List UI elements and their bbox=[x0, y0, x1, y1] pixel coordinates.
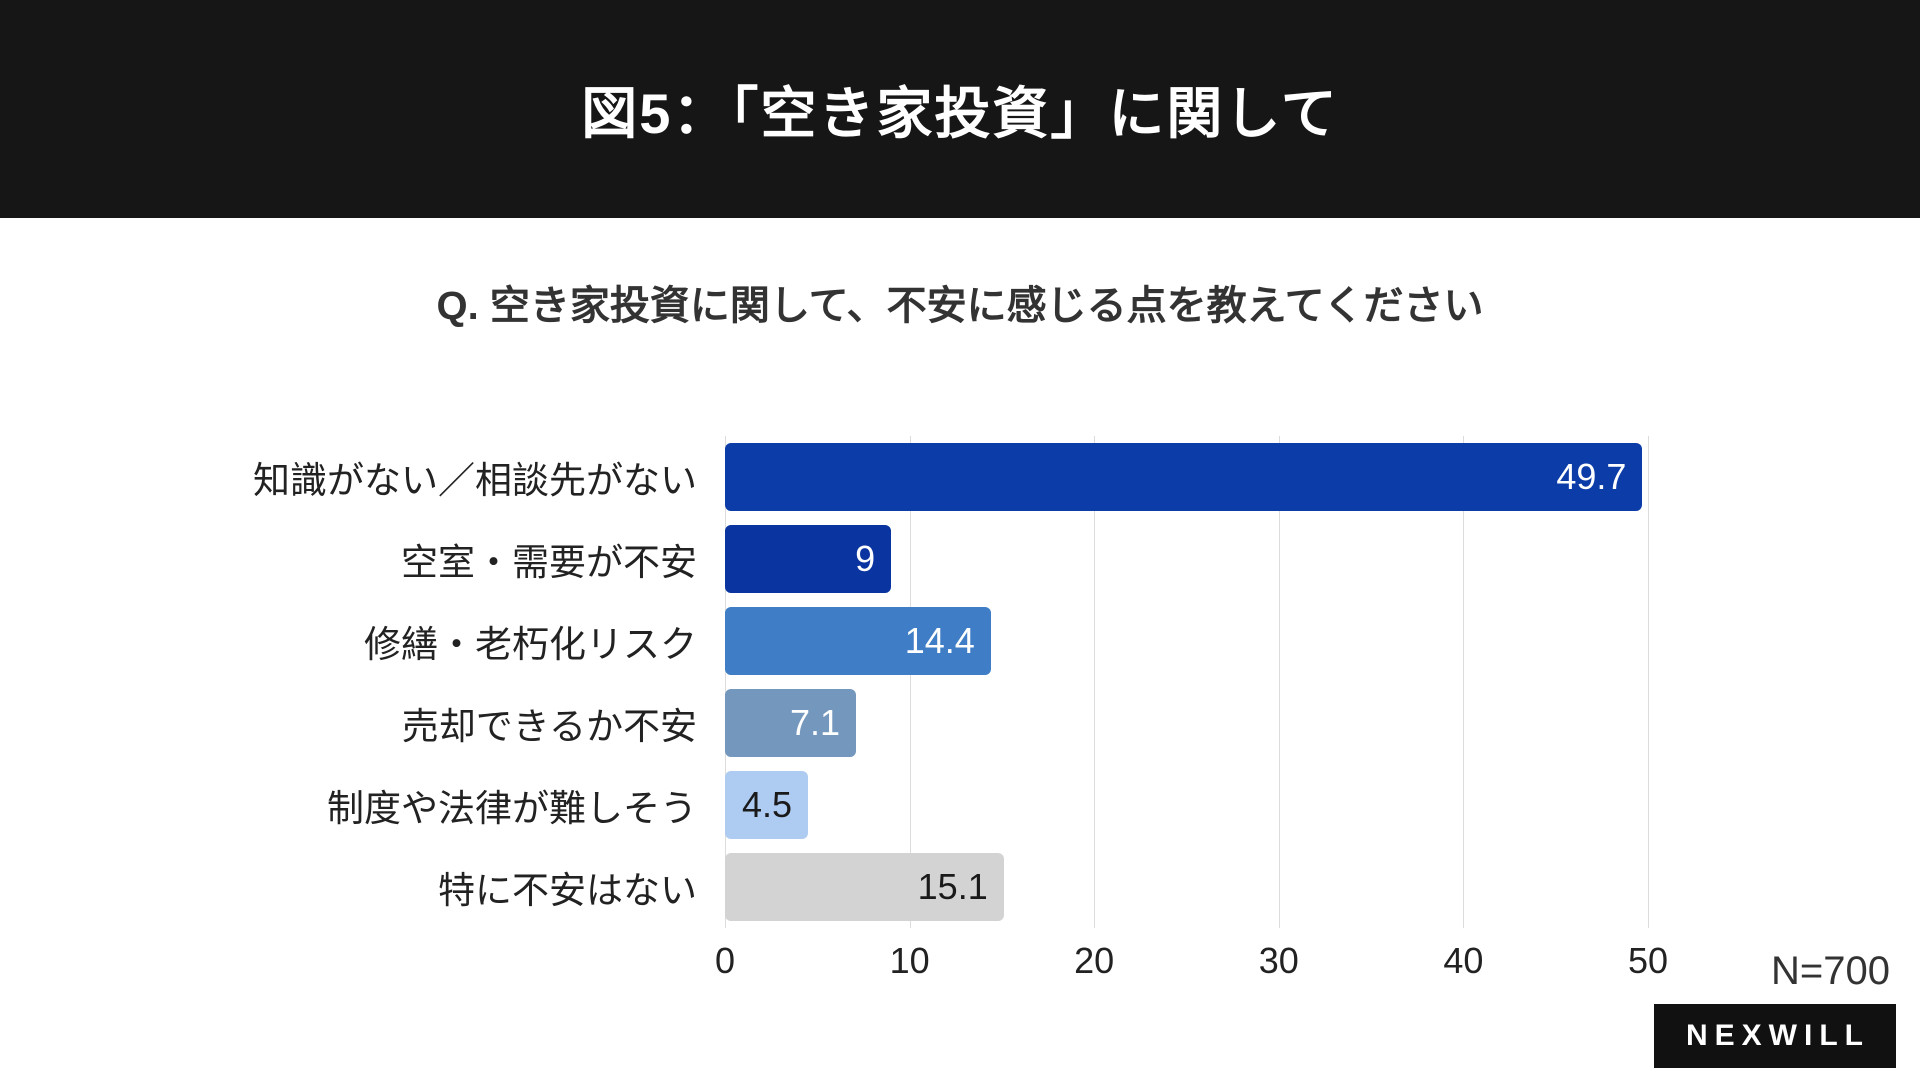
value-label: 7.1 bbox=[790, 702, 841, 743]
footer: N=700 NEXWILL bbox=[1654, 949, 1896, 1068]
x-axis-tick-label: 30 bbox=[1258, 940, 1299, 981]
bar-track: 4.5 bbox=[725, 771, 1920, 839]
bar-track: 15.1 bbox=[725, 853, 1920, 921]
x-axis-tick-label: 50 bbox=[1627, 940, 1669, 981]
value-label: 49.7 bbox=[1556, 456, 1627, 497]
bar-row: 売却できるか不安 7.1 bbox=[0, 682, 1920, 764]
bar: 4.5 bbox=[725, 771, 809, 839]
value-label: 15.1 bbox=[917, 866, 988, 907]
bar-row: 修繕・老朽化リスク 14.4 bbox=[0, 600, 1920, 682]
gridline bbox=[1648, 436, 1649, 928]
value-label: 4.5 bbox=[742, 784, 793, 825]
bar: 15.1 bbox=[725, 853, 1004, 921]
gridline bbox=[1463, 436, 1465, 928]
figure-title: 図5：「空き家投資」に関して bbox=[581, 81, 1339, 145]
x-axis: 0 10 20 30 40 50 bbox=[715, 940, 1668, 986]
bar-track: 49.7 bbox=[725, 443, 1920, 511]
category-label: 空室・需要が不安 bbox=[401, 542, 697, 583]
category-label: 修繕・老朽化リスク bbox=[364, 624, 697, 665]
gridline bbox=[1278, 436, 1280, 928]
category-label: 売却できるか不安 bbox=[401, 706, 697, 747]
category-label: 制度や法律が難しそう bbox=[327, 788, 697, 829]
x-axis-tick-label: 40 bbox=[1443, 940, 1484, 981]
bar-row: 知識がない／相談先がない 49.7 bbox=[0, 436, 1920, 518]
nexwill-logo: NEXWILL bbox=[1654, 1004, 1896, 1068]
bar-chart: 知識がない／相談先がない 49.7 空室・需要が不安 9 修繕・老朽化リスク 14.4 売却… bbox=[0, 436, 1920, 928]
figure-header: 図5：「空き家投資」に関して bbox=[0, 0, 1920, 218]
gridline bbox=[725, 436, 726, 928]
bar-row: 特に不安はない 15.1 bbox=[0, 846, 1920, 928]
sample-size-label: N=700 bbox=[1771, 949, 1890, 993]
question-text: Q. 空き家投資に関して、不安に感じる点を教えてください bbox=[436, 284, 1484, 328]
bar-row: 空室・需要が不安 9 bbox=[0, 518, 1920, 600]
bar-track: 14.4 bbox=[725, 607, 1920, 675]
x-axis-tick-label: 0 bbox=[714, 940, 736, 981]
bar: 9 bbox=[725, 525, 892, 593]
gridline bbox=[1094, 436, 1096, 928]
bar-row: 制度や法律が難しそう 4.5 bbox=[0, 764, 1920, 846]
bar: 7.1 bbox=[725, 689, 857, 757]
gridlines bbox=[725, 436, 1649, 928]
bar: 14.4 bbox=[725, 607, 991, 675]
bar-track: 7.1 bbox=[725, 689, 1920, 757]
x-axis-tick-label: 10 bbox=[889, 940, 930, 981]
value-label: 9 bbox=[855, 538, 876, 579]
bar-track: 9 bbox=[725, 525, 1920, 593]
chart-rows: 知識がない／相談先がない 49.7 空室・需要が不安 9 修繕・老朽化リスク 14.4 売却… bbox=[0, 436, 1920, 928]
bar: 49.7 bbox=[725, 443, 1643, 511]
value-label: 14.4 bbox=[904, 620, 975, 661]
x-axis-tick-label: 20 bbox=[1074, 940, 1115, 981]
gridline bbox=[909, 436, 911, 928]
category-label: 特に不安はない bbox=[438, 870, 697, 911]
category-label: 知識がない／相談先がない bbox=[253, 460, 697, 501]
